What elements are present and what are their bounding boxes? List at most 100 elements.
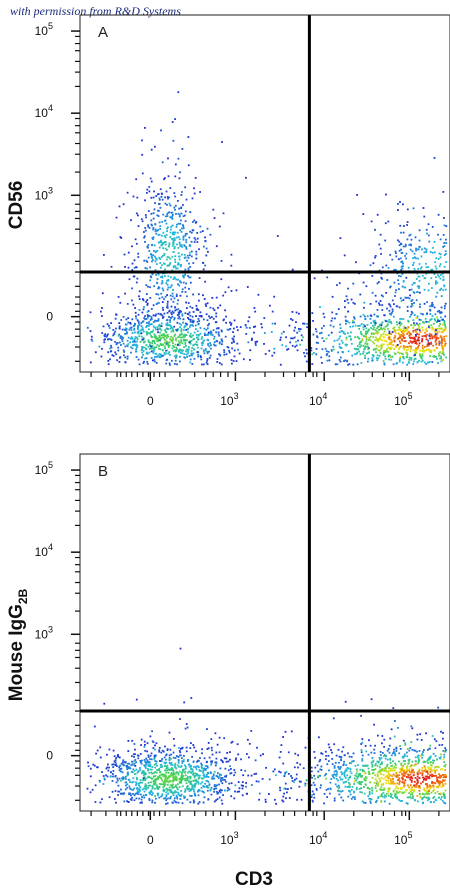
event-dot bbox=[174, 363, 176, 365]
event-dot bbox=[137, 313, 140, 316]
event-dot bbox=[175, 293, 178, 296]
event-dot bbox=[196, 241, 199, 243]
event-dot bbox=[389, 774, 392, 777]
event-dot bbox=[180, 790, 182, 792]
event-dot bbox=[235, 360, 238, 362]
event-dot bbox=[418, 785, 421, 787]
event-dot bbox=[141, 327, 144, 329]
event-dot bbox=[211, 334, 214, 336]
event-dot bbox=[168, 731, 171, 734]
event-dot bbox=[425, 272, 428, 275]
event-dot bbox=[387, 346, 390, 349]
event-dot bbox=[103, 702, 106, 705]
event-dot bbox=[416, 333, 419, 336]
event-dot bbox=[175, 794, 178, 797]
event-dot bbox=[403, 329, 406, 332]
event-dot bbox=[153, 250, 155, 252]
event-dot bbox=[387, 748, 390, 750]
event-dot bbox=[402, 361, 404, 364]
event-dot bbox=[163, 254, 166, 256]
event-dot bbox=[109, 775, 112, 778]
event-dot bbox=[236, 326, 238, 328]
event-dot bbox=[121, 340, 124, 342]
event-dot bbox=[363, 786, 365, 788]
event-dot bbox=[427, 321, 430, 323]
event-dot bbox=[409, 795, 412, 798]
event-dot bbox=[144, 785, 146, 788]
event-dot bbox=[285, 345, 287, 348]
event-dot bbox=[303, 322, 306, 325]
event-dot bbox=[317, 776, 319, 779]
event-dot bbox=[181, 291, 184, 293]
event-dot bbox=[153, 360, 156, 363]
event-dot bbox=[377, 345, 380, 348]
event-dot bbox=[432, 247, 434, 249]
event-dot bbox=[215, 312, 218, 315]
event-dot bbox=[394, 796, 397, 799]
event-dot bbox=[200, 342, 203, 344]
event-dot bbox=[118, 205, 121, 208]
event-dot bbox=[199, 332, 202, 335]
event-dot bbox=[418, 322, 421, 325]
event-dot bbox=[436, 330, 439, 333]
event-dot bbox=[374, 336, 377, 339]
event-dot bbox=[180, 281, 182, 284]
event-dot bbox=[418, 329, 421, 332]
event-dot bbox=[204, 782, 206, 785]
event-dot bbox=[156, 337, 159, 340]
event-dot bbox=[175, 355, 178, 358]
event-dot bbox=[369, 318, 372, 320]
event-dot bbox=[255, 780, 258, 783]
event-dot bbox=[230, 264, 233, 267]
event-dot bbox=[388, 332, 391, 334]
event-dot bbox=[348, 777, 351, 779]
event-dot bbox=[418, 328, 421, 330]
event-dot bbox=[291, 777, 293, 779]
event-dot bbox=[445, 253, 447, 255]
event-dot bbox=[112, 334, 115, 337]
event-dot bbox=[346, 359, 349, 362]
event-dot bbox=[166, 333, 169, 336]
event-dot bbox=[444, 342, 447, 345]
event-dot bbox=[402, 739, 405, 742]
event-dot bbox=[404, 772, 407, 775]
event-dot bbox=[406, 767, 408, 770]
event-dot bbox=[180, 776, 183, 779]
event-dot bbox=[339, 790, 342, 793]
event-dot bbox=[426, 783, 428, 785]
event-dot bbox=[201, 748, 203, 751]
event-dot bbox=[197, 318, 200, 320]
event-dot bbox=[209, 317, 212, 319]
event-dot bbox=[417, 346, 419, 348]
event-dot bbox=[182, 338, 185, 341]
event-dot bbox=[408, 792, 410, 794]
event-dot bbox=[248, 756, 250, 759]
event-dot bbox=[160, 241, 163, 244]
event-dot bbox=[393, 328, 396, 331]
event-dot bbox=[180, 793, 183, 796]
event-dot bbox=[436, 758, 438, 761]
event-dot bbox=[418, 759, 421, 761]
event-dot bbox=[387, 794, 390, 797]
event-dot bbox=[427, 234, 430, 237]
event-dot bbox=[142, 774, 145, 777]
event-dot bbox=[174, 261, 177, 263]
event-dot bbox=[442, 758, 445, 761]
event-dot bbox=[185, 782, 188, 785]
event-dot bbox=[413, 789, 416, 791]
event-dot bbox=[434, 261, 437, 264]
event-dot bbox=[181, 227, 183, 230]
event-dot bbox=[178, 255, 180, 258]
event-dot bbox=[415, 299, 418, 302]
event-dot bbox=[444, 776, 447, 779]
event-dot bbox=[188, 311, 191, 314]
event-dot bbox=[400, 231, 402, 234]
event-dot bbox=[306, 326, 308, 329]
event-dot bbox=[334, 761, 337, 764]
event-dot bbox=[187, 763, 190, 766]
event-dot bbox=[424, 767, 427, 769]
event-dot bbox=[365, 336, 368, 339]
event-dot bbox=[191, 769, 194, 771]
event-dot bbox=[408, 769, 410, 772]
event-dot bbox=[379, 795, 382, 798]
